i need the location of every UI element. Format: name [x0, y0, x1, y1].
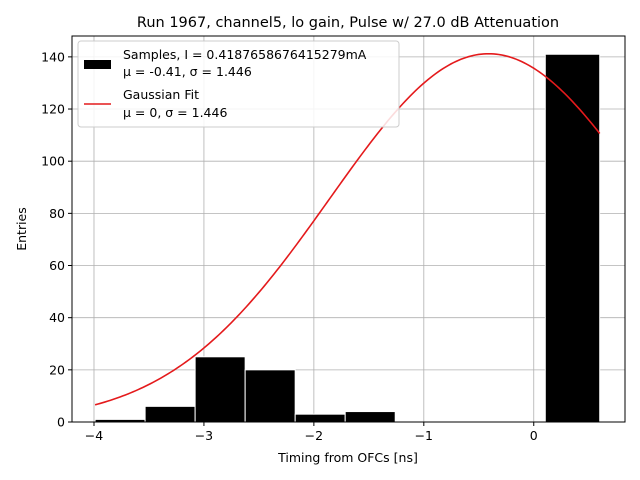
legend-fit-label: Gaussian Fit — [123, 87, 199, 102]
y-tick-label: 60 — [49, 258, 65, 273]
y-axis-ticks: 0 20 40 60 80 100 120 140 — [41, 49, 72, 430]
legend-fit-stats: μ = 0, σ = 1.446 — [123, 105, 227, 120]
legend-samples-stats: μ = -0.41, σ = 1.446 — [123, 64, 252, 79]
y-axis-label: Entries — [14, 207, 29, 251]
histogram-bar — [294, 413, 346, 423]
legend: Samples, I = 0.4187658676415279mA μ = -0… — [77, 40, 400, 128]
x-axis-ticks: −4 −3 −2 −1 0 — [85, 422, 538, 443]
histogram-bar — [344, 411, 396, 423]
plot-frame — [71, 35, 626, 423]
histogram-bar — [144, 405, 196, 423]
legend-samples-swatch — [84, 60, 111, 69]
y-tick-label: 20 — [49, 362, 65, 377]
histogram-bar — [194, 356, 246, 423]
histogram-bars — [94, 53, 601, 423]
histogram-bar — [244, 369, 296, 423]
gaussian-fit-line — [94, 52, 601, 406]
y-tick-label: 80 — [49, 206, 65, 221]
x-axis-label: Timing from OFCs [ns] — [277, 450, 418, 465]
histogram-bar — [544, 53, 601, 423]
y-tick-label: 40 — [49, 310, 65, 325]
y-tick-label: 100 — [41, 154, 65, 169]
chart-title: Run 1967, channel5, lo gain, Pulse w/ 27… — [137, 15, 559, 31]
x-tick-label: −1 — [415, 428, 433, 443]
legend-samples-label: Samples, I = 0.4187658676415279mA — [123, 47, 367, 62]
x-tick-label: −4 — [85, 428, 103, 443]
legend-box — [77, 40, 400, 128]
x-tick-label: −2 — [305, 428, 323, 443]
x-tick-label: 0 — [530, 428, 538, 443]
x-tick-label: −3 — [195, 428, 213, 443]
y-tick-label: 120 — [41, 102, 65, 117]
y-tick-label: 0 — [57, 415, 65, 430]
y-tick-label: 140 — [41, 49, 65, 64]
